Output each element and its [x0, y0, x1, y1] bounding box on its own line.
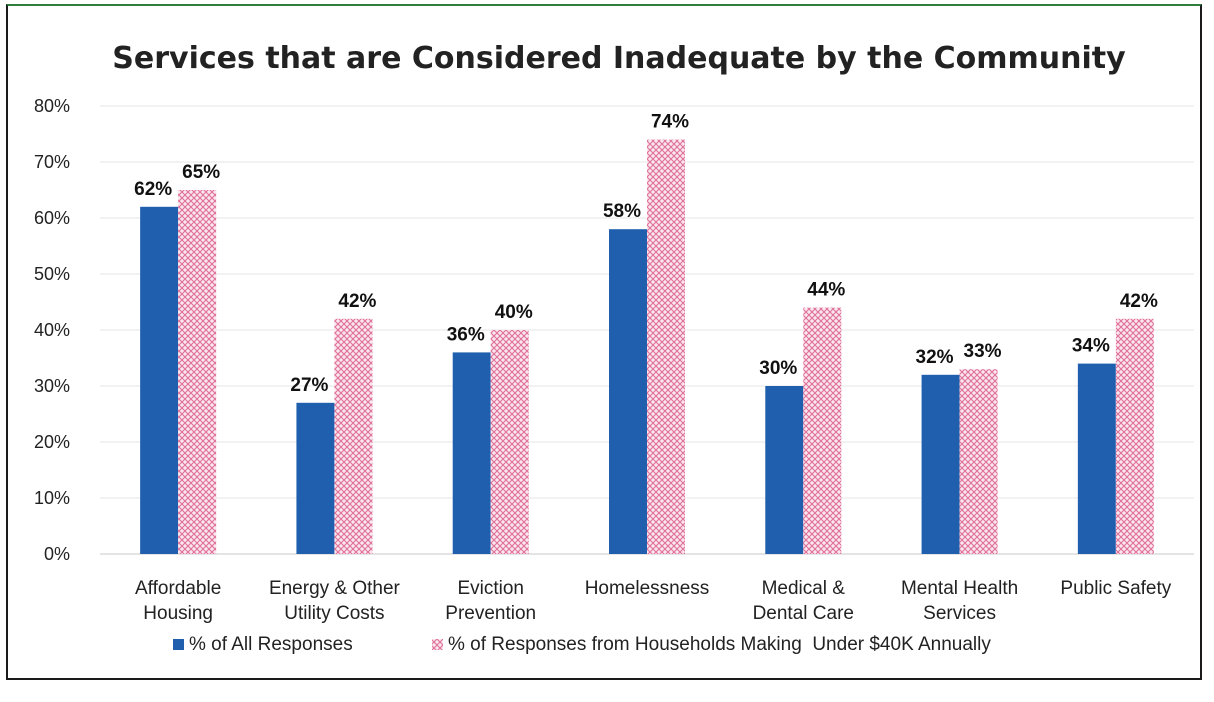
data-label: 42%	[338, 291, 376, 312]
chart-frame: Services that are Considered Inadequate …	[6, 4, 1202, 680]
y-axis-tick-labels: 0% 10% 20% 30% 40% 50% 60% 70% 80%	[34, 96, 70, 564]
bar-under-40k	[334, 318, 373, 554]
bar-under-40k	[490, 330, 529, 554]
legend-swatch	[432, 639, 443, 650]
bar-under-40k	[1115, 318, 1154, 554]
bar-all-responses	[921, 374, 960, 554]
data-label: 42%	[1120, 291, 1158, 312]
y-tick-label: 50%	[34, 264, 70, 284]
y-tick-label: 20%	[34, 432, 70, 452]
category-label: Housing	[143, 603, 213, 624]
data-label: 32%	[916, 347, 954, 368]
category-label: Public Safety	[1060, 578, 1171, 599]
category-label: Prevention	[445, 603, 536, 624]
y-tick-label: 80%	[34, 96, 70, 116]
bar-all-responses	[1077, 363, 1116, 554]
category-label: Services	[923, 603, 996, 624]
data-labels: 62% 65% 27% 42% 36% 40% 58% 74% 30% 44% 32% 33% 34% 4…	[134, 112, 1158, 396]
data-label: 65%	[182, 162, 220, 183]
category-label: Medical &	[762, 578, 846, 599]
data-label: 58%	[603, 201, 641, 222]
data-label: 74%	[651, 112, 689, 133]
category-label: Utility Costs	[284, 603, 384, 624]
y-tick-label: 30%	[34, 376, 70, 396]
data-label: 27%	[290, 375, 328, 396]
data-label: 30%	[759, 358, 797, 379]
y-tick-label: 10%	[34, 488, 70, 508]
data-label: 33%	[964, 341, 1002, 362]
bar-chart: Services that are Considered Inadequate …	[34, 41, 1194, 655]
bars	[140, 139, 1154, 555]
y-tick-label: 40%	[34, 320, 70, 340]
category-label: Dental Care	[753, 603, 854, 624]
data-label: 62%	[134, 179, 172, 200]
bar-under-40k	[647, 139, 685, 554]
category-label: Homelessness	[585, 578, 710, 599]
bar-under-40k	[959, 369, 998, 554]
category-label: Eviction	[457, 578, 524, 599]
bar-all-responses	[765, 386, 804, 554]
legend-entry: % of Responses from Households Making Un…	[448, 634, 991, 655]
category-label: Affordable	[135, 578, 221, 599]
bar-under-40k	[803, 307, 842, 554]
legend-entry: % of All Responses	[189, 634, 353, 655]
data-label: 34%	[1072, 336, 1110, 357]
y-tick-label: 70%	[34, 152, 70, 172]
bar-all-responses	[609, 229, 647, 554]
x-axis-category-labels: Affordable Housing Energy & Other Utility C…	[135, 578, 1172, 624]
category-label: Mental Health	[901, 578, 1018, 599]
y-tick-label: 60%	[34, 208, 70, 228]
data-label: 44%	[807, 280, 845, 301]
data-label: 40%	[495, 302, 533, 323]
category-label: Energy & Other	[269, 578, 401, 599]
bar-all-responses	[452, 352, 491, 554]
bar-under-40k	[178, 190, 217, 554]
y-tick-label: 0%	[44, 544, 70, 564]
bar-all-responses	[140, 206, 179, 555]
bar-all-responses	[296, 402, 335, 554]
data-label: 36%	[447, 324, 485, 345]
legend: % of All Responses % of Responses from Ho…	[173, 634, 991, 655]
legend-swatch	[173, 639, 184, 650]
chart-title: Services that are Considered Inadequate …	[112, 41, 1126, 76]
